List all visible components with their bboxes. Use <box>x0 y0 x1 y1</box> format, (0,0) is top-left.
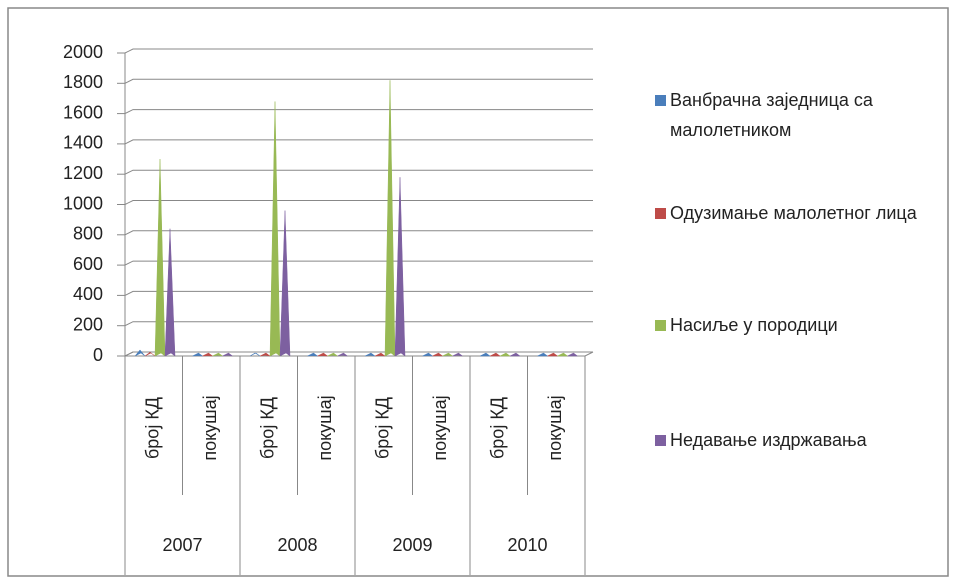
pyramid <box>422 352 434 357</box>
y-tick-label: 2000 <box>63 42 103 62</box>
pyramid <box>317 352 329 357</box>
pyramid <box>307 352 319 357</box>
pyramid <box>509 352 521 357</box>
grid-line <box>124 230 593 236</box>
legend-label: Насиље у породици <box>670 315 838 335</box>
grid-line <box>124 290 593 296</box>
legend-swatch <box>655 208 666 219</box>
pyramid <box>489 352 501 357</box>
group-label: 2008 <box>277 535 317 555</box>
y-tick-label: 1200 <box>63 163 103 183</box>
x-tick-label: покушај <box>430 395 450 460</box>
x-tick-label: број КД <box>143 397 163 459</box>
legend-label: Ванбрачна заједница са малолетником <box>670 90 873 140</box>
grid-line <box>124 169 593 175</box>
pyramid <box>567 352 579 357</box>
pyramid <box>479 352 491 357</box>
pyramid <box>537 352 549 357</box>
group-label: 2009 <box>392 535 432 555</box>
y-tick-label: 1400 <box>63 133 103 153</box>
y-tick-label: 200 <box>73 314 103 334</box>
pyramid <box>134 349 146 357</box>
pyramid <box>374 352 386 357</box>
x-tick-label: покушај <box>315 395 335 460</box>
grid-line <box>124 260 593 266</box>
x-tick-label: број КД <box>258 397 278 459</box>
group-label: 2007 <box>162 535 202 555</box>
y-tick-label: 1000 <box>63 193 103 213</box>
grid-line <box>124 200 593 205</box>
group-label: 2010 <box>507 535 547 555</box>
x-tick-label: број КД <box>373 397 393 459</box>
pyramid <box>499 352 511 357</box>
pyramid <box>222 352 233 357</box>
grid-line <box>124 109 593 115</box>
grid-line <box>124 351 593 357</box>
grid-line <box>124 78 593 84</box>
y-tick-label: 600 <box>73 254 103 274</box>
y-tick-label: 0 <box>93 345 103 365</box>
y-tick-label: 800 <box>73 224 103 244</box>
pyramid <box>192 352 204 357</box>
y-tick-label: 1600 <box>63 102 103 122</box>
legend-swatch <box>655 435 666 446</box>
y-tick-label: 400 <box>73 284 103 304</box>
x-tick-label: број КД <box>488 397 508 459</box>
pyramid <box>154 159 166 357</box>
grid-line <box>124 139 593 145</box>
pyramid <box>202 352 214 357</box>
pyramid <box>452 352 463 357</box>
pyramid <box>547 352 559 357</box>
pyramid <box>164 228 176 357</box>
pyramid <box>144 351 156 357</box>
pyramid <box>337 352 348 357</box>
legend-label: Недавање издржавања <box>670 430 867 450</box>
pyramid <box>557 352 569 357</box>
grid-line <box>124 321 593 327</box>
pyramid <box>432 352 444 357</box>
y-tick-label: 1800 <box>63 72 103 92</box>
legend-label: Одузимање малолетног лица <box>670 203 917 223</box>
pyramid <box>384 80 396 357</box>
x-tick-label: покушај <box>200 395 220 460</box>
pyramid <box>279 210 291 357</box>
legend-swatch <box>655 320 666 331</box>
x-tick-label: покушај <box>545 395 565 460</box>
legend-swatch <box>655 95 666 106</box>
pyramid <box>394 177 406 357</box>
chart-border <box>7 7 949 577</box>
grid-line <box>124 48 593 54</box>
